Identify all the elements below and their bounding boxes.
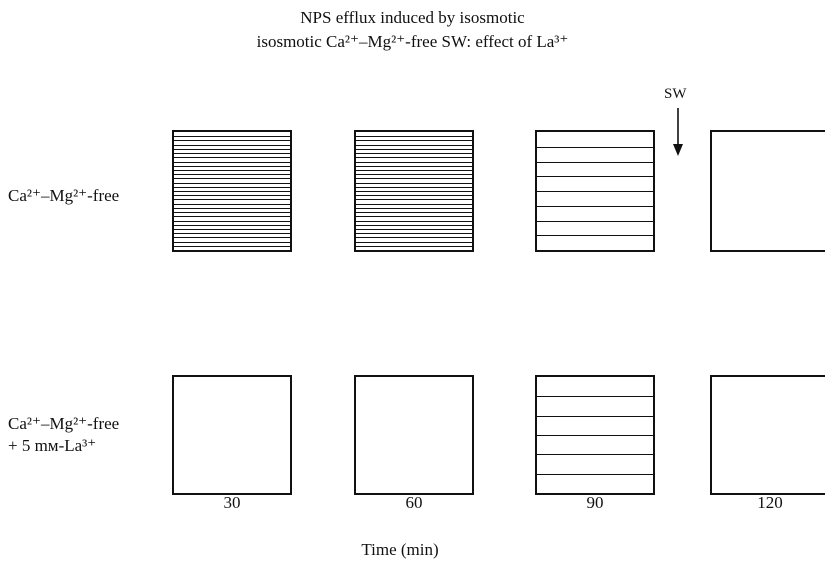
efflux-stripe <box>174 144 290 146</box>
efflux-stripe <box>356 182 472 184</box>
efflux-panel-r2-t30 <box>172 375 292 495</box>
efflux-panel-r1-t120 <box>710 130 825 252</box>
efflux-stripe <box>356 233 472 235</box>
efflux-panel-r2-t60 <box>354 375 474 495</box>
efflux-stripe <box>174 161 290 163</box>
efflux-stripe <box>356 199 472 201</box>
efflux-stripe <box>356 245 472 247</box>
efflux-stripe <box>174 245 290 247</box>
efflux-stripe <box>174 191 290 192</box>
efflux-stripe <box>356 148 472 150</box>
row-label-line: Ca²⁺–Mg²⁺-free <box>8 186 120 205</box>
efflux-stripe <box>356 212 472 214</box>
efflux-stripe <box>356 207 472 209</box>
efflux-stripe <box>356 157 472 159</box>
efflux-stripe <box>537 146 653 148</box>
efflux-stripe <box>174 237 290 239</box>
efflux-stripe <box>356 144 472 146</box>
efflux-stripe <box>174 212 290 214</box>
efflux-stripe <box>174 148 290 150</box>
efflux-stripe <box>174 182 290 184</box>
efflux-stripe <box>356 174 472 176</box>
efflux-stripe <box>537 473 653 475</box>
row-label-calcium-free: Ca²⁺–Mg²⁺-free <box>8 185 119 207</box>
efflux-stripe <box>537 415 653 417</box>
efflux-stripe <box>174 228 290 230</box>
row-label-line: + 5 mм-La³⁺ <box>8 436 97 455</box>
efflux-stripe <box>356 228 472 230</box>
efflux-stripe <box>356 178 472 180</box>
time-tick-90: 90 <box>586 493 604 512</box>
efflux-stripe <box>356 186 472 188</box>
efflux-stripe <box>174 169 290 171</box>
efflux-stripe <box>537 220 653 222</box>
x-axis-label: Time (min) <box>361 540 439 559</box>
efflux-stripe <box>356 224 472 226</box>
efflux-panel-r1-t90 <box>535 130 655 252</box>
efflux-stripe <box>356 153 472 155</box>
sw-arrow-label: SW <box>664 86 687 102</box>
efflux-stripe <box>174 195 290 197</box>
efflux-stripe <box>356 220 472 222</box>
efflux-stripe <box>174 207 290 209</box>
efflux-stripe <box>537 191 653 192</box>
time-tick-30: 30 <box>223 493 241 512</box>
efflux-panel-r2-t120 <box>710 375 825 495</box>
sw-arrow-icon <box>673 108 683 156</box>
row-label-line: Ca²⁺–Mg²⁺-free <box>8 414 120 433</box>
efflux-stripe <box>174 165 290 167</box>
row-label-calcium-free-lanthanum: Ca²⁺–Mg²⁺-free + 5 mм-La³⁺ <box>8 413 119 457</box>
efflux-stripe <box>537 454 653 456</box>
efflux-stripe <box>174 233 290 235</box>
efflux-stripe <box>174 153 290 155</box>
efflux-stripe <box>174 220 290 222</box>
title-line-2: isosmotic Ca²⁺–Mg²⁺-free SW: effect of L… <box>256 32 569 51</box>
efflux-stripe <box>356 161 472 163</box>
efflux-stripe <box>537 396 653 398</box>
efflux-stripe <box>356 195 472 197</box>
efflux-panel-r2-t90 <box>535 375 655 495</box>
efflux-stripe <box>174 136 290 138</box>
time-tick-120: 120 <box>757 493 783 512</box>
efflux-stripe <box>174 140 290 142</box>
efflux-stripe <box>174 203 290 205</box>
efflux-stripe <box>174 224 290 226</box>
efflux-stripe <box>537 205 653 207</box>
efflux-stripe <box>174 241 290 243</box>
efflux-stripe <box>174 174 290 176</box>
efflux-stripe <box>356 165 472 167</box>
efflux-stripe <box>356 169 472 171</box>
efflux-panel-r1-t60 <box>354 130 474 252</box>
efflux-stripe <box>356 216 472 218</box>
efflux-stripe <box>356 191 472 192</box>
efflux-stripe <box>537 235 653 237</box>
efflux-stripe <box>537 176 653 178</box>
efflux-stripe <box>174 157 290 159</box>
efflux-stripe <box>356 140 472 142</box>
efflux-stripe <box>356 203 472 205</box>
efflux-stripe <box>174 186 290 188</box>
efflux-stripe <box>356 136 472 138</box>
efflux-stripe <box>356 237 472 239</box>
efflux-stripe <box>356 241 472 243</box>
efflux-stripe <box>174 216 290 218</box>
efflux-stripe <box>537 435 653 436</box>
title-line-1: NPS efflux induced by isosmotic <box>300 8 525 27</box>
efflux-stripe <box>174 178 290 180</box>
efflux-stripe <box>174 199 290 201</box>
efflux-stripe <box>537 161 653 163</box>
efflux-panel-r1-t30 <box>172 130 292 252</box>
time-tick-60: 60 <box>405 493 423 512</box>
